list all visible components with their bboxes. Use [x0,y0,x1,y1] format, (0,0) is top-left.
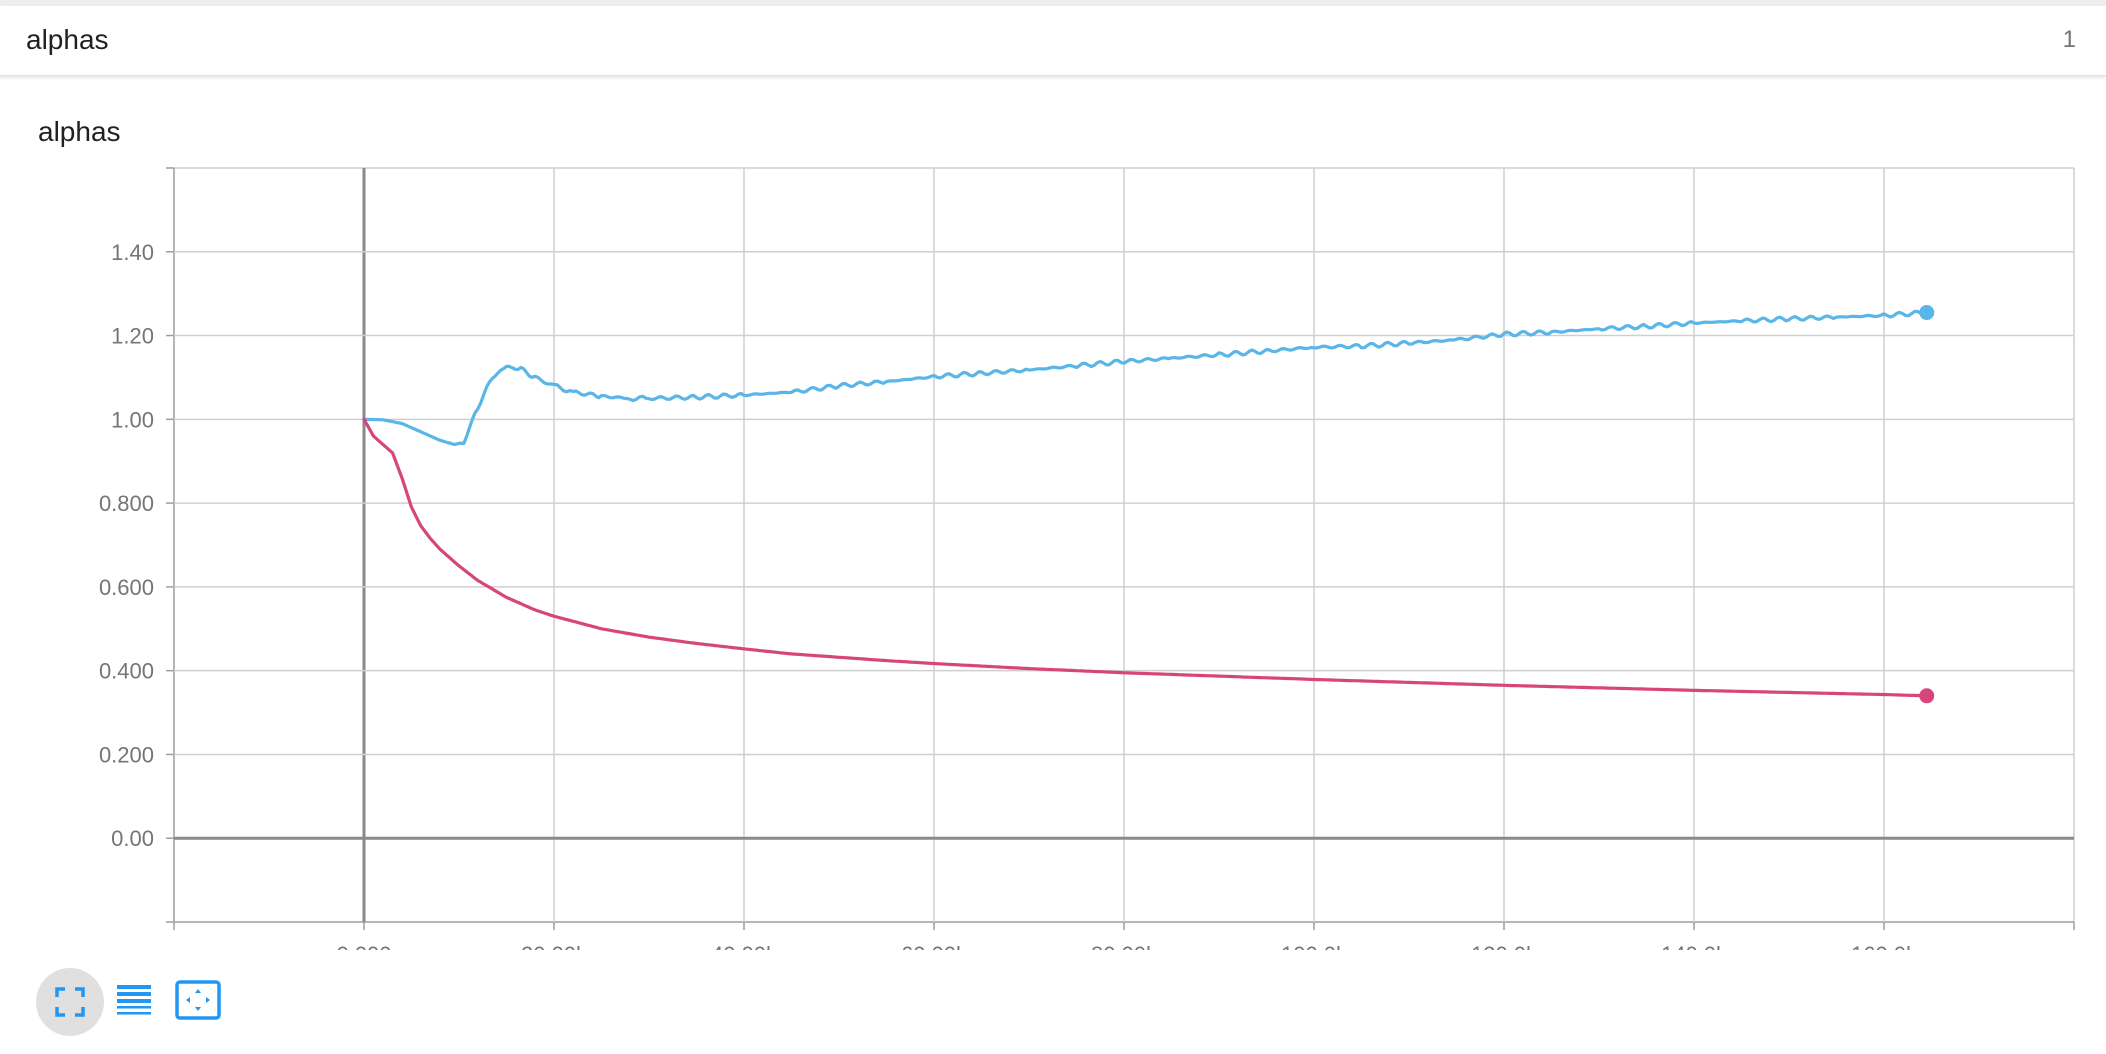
toggle-log-scale-button[interactable] [100,966,168,1034]
fullscreen-button[interactable] [36,968,104,1036]
series-line-1 [362,309,1929,447]
list-icon [116,982,152,1018]
series-endpoint-2 [1919,688,1935,704]
x-tick-label: 140.0k [1661,942,1728,950]
line-chart[interactable]: 0.000 20.00k 40.00k 60.00k 80.00k 100.0k 120.0… [0,150,2106,950]
fit-domain-button[interactable] [164,966,232,1034]
y-tick-label: 0.400 [99,659,154,684]
chart-card-title: alphas [38,116,121,147]
x-tick-label: 80.00k [1091,942,1158,950]
y-tick-label: 1.20 [111,324,154,349]
x-tick-label: 120.0k [1471,942,1538,950]
x-tick-label: 60.00k [901,942,968,950]
category-count: 1 [2062,26,2076,53]
y-tick-label: 0.600 [99,575,154,600]
y-tick-label: 0.00 [111,826,154,851]
category-title: alphas [26,24,109,55]
y-axis: 0.00 0.200 0.400 0.600 0.800 1.00 1.20 1.40 [99,167,174,923]
y-tick-label: 1.00 [111,407,154,432]
series-line-2 [362,417,1929,698]
x-tick-label: 20.00k [521,942,588,950]
category-header[interactable]: alphas 1 [0,6,2106,76]
x-tick-label: 0.000 [336,942,391,950]
fullscreen-icon [54,986,86,1018]
series-endpoint-1 [1919,305,1935,321]
x-tick-label: 40.00k [711,942,778,950]
y-tick-label: 0.800 [99,491,154,516]
series-group [362,305,1935,704]
x-tick-label: 100.0k [1281,942,1348,950]
x-tick-label: 160.0k [1851,942,1918,950]
fit-domain-icon [175,980,221,1020]
grid-lines [173,167,2075,923]
x-axis: 0.000 20.00k 40.00k 60.00k 80.00k 100.0k 120.0… [173,922,2075,950]
top-strip [0,0,2106,6]
y-tick-label: 1.40 [111,240,154,265]
y-tick-label: 0.200 [99,742,154,767]
